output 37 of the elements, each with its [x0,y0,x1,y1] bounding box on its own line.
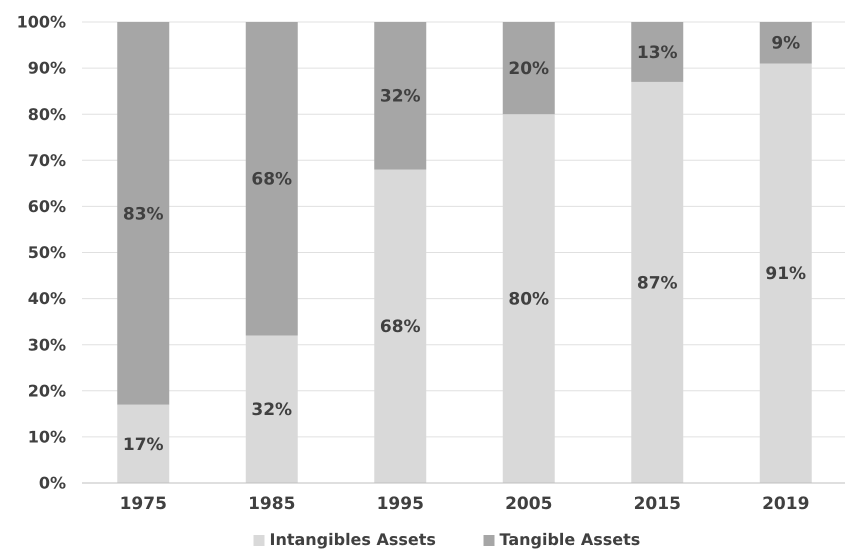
x-tick-label: 2019 [762,494,810,514]
y-tick-label: 90% [28,58,66,78]
bar [117,22,170,405]
y-tick-label: 80% [28,104,66,124]
x-tick-label: 1995 [376,494,424,514]
y-tick-label: 0% [38,474,66,493]
data-label: 17% [122,434,164,455]
legend-label: Intangibles Assets [270,530,436,549]
y-tick-label: 70% [28,150,66,170]
data-label: 91% [765,264,806,284]
y-tick-label: 60% [28,197,66,216]
bar [374,22,426,170]
data-label: 32% [380,86,421,107]
data-label: 83% [122,204,164,224]
y-tick-label: 20% [28,381,66,400]
x-tick-label: 2015 [634,494,681,514]
data-label: 13% [636,42,678,63]
data-label: 32% [251,400,292,420]
data-label: 87% [636,273,678,294]
y-tick-label: 30% [28,335,66,354]
y-tick-label: 40% [28,289,66,308]
bar [246,22,298,336]
x-tick-label: 1985 [248,494,296,514]
legend-label: Tangible Assets [500,530,640,549]
data-label: 68% [380,317,421,338]
x-tick-label: 1975 [120,494,167,514]
y-tick-label: 50% [28,243,66,262]
bar [631,22,684,82]
data-label: 80% [508,290,550,310]
data-label: 68% [251,170,292,190]
y-tick-label: 10% [28,428,66,446]
data-label: 9% [771,34,800,54]
bar [502,22,555,114]
x-tick-label: 2005 [505,494,552,514]
y-tick-label: 100% [16,12,66,32]
bar [760,22,812,64]
data-label: 20% [508,59,550,80]
